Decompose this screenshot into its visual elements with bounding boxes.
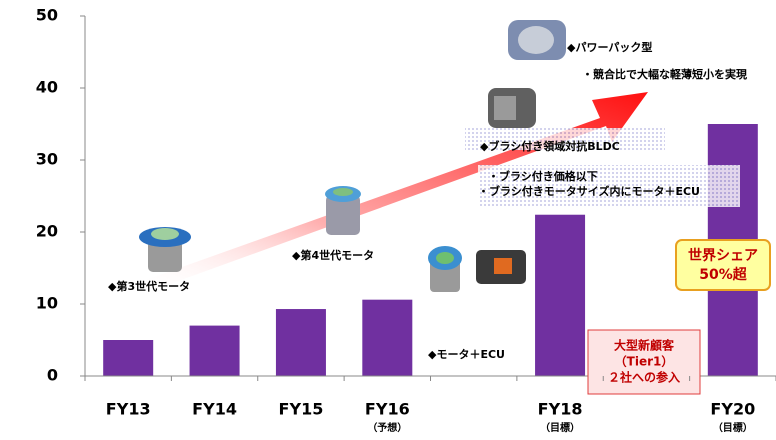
motor-image [139,20,566,292]
annotation: ・ブラシ付きモータサイズ内にモータ＋ECU [478,184,700,198]
bar [362,299,413,376]
x-tick-note: （予想） [367,421,407,434]
x-tick-note: （目標） [540,421,580,434]
annotation: ・競合比で大幅な軽薄短小を実現 [582,67,747,81]
share-text: 50%超 [699,266,748,283]
hatch [465,128,665,150]
x-tick-label: FY14 [192,400,237,419]
growth-arrow [140,92,648,292]
share-box [675,239,771,291]
annotation: ・ブラシ付き価格以下 [488,169,598,183]
customer-text: （Tier1） [615,354,674,369]
y-tick-label: 0 [47,366,58,385]
bar [275,309,326,376]
y-tick-label: 10 [36,294,58,313]
customer-box [587,329,701,395]
annotation: ◆第3世代モータ [108,279,190,293]
bar [103,340,154,376]
x-tick-label: FY18 [538,400,583,419]
annotation: ◆モータ＋ECU [428,348,505,361]
y-tick-label: 40 [36,78,58,97]
bar [189,325,240,376]
customer-text: ２社への参入 [608,370,680,385]
x-tick-label: FY13 [106,400,151,419]
y-tick-label: 20 [36,222,58,241]
share-text: 世界シェア [688,247,758,264]
x-tick-label: FY16 [365,400,410,419]
customer-text: 大型新顧客 [614,338,675,353]
hatch [478,165,740,207]
x-tick-label: FY20 [710,400,755,419]
x-tick-label: FY15 [279,400,324,419]
annotation: ◆ブラシ付き領域対抗BLDC [480,139,620,153]
y-tick-label: 50 [36,6,58,25]
bar [535,214,586,376]
x-tick-note: （目標） [713,421,753,434]
annotation: ◆第4世代モータ [292,248,374,262]
y-tick-label: 30 [36,150,58,169]
annotation: ◆パワーパック型 [567,40,652,54]
